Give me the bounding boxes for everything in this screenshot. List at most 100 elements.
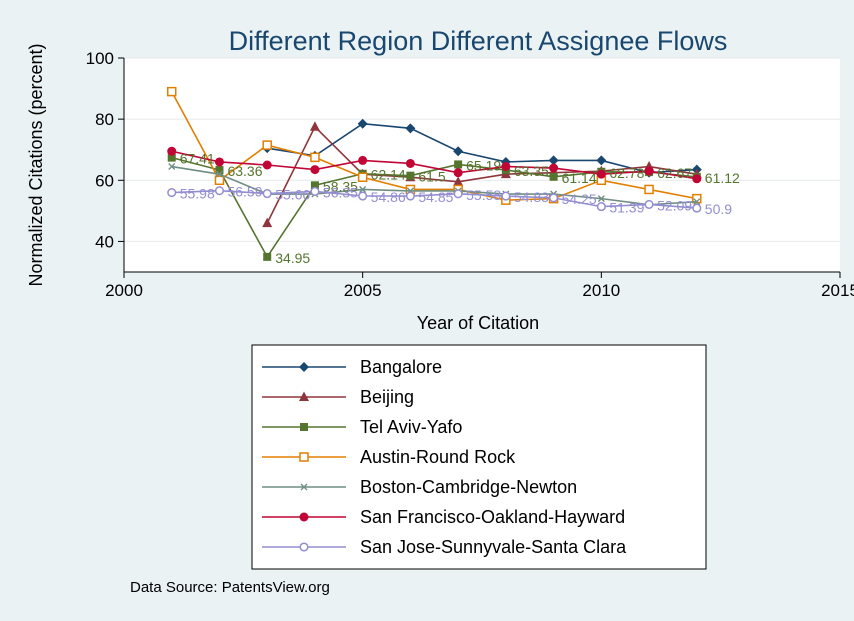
data-point (359, 185, 367, 193)
data-label: 67.41 (180, 151, 215, 167)
data-label: 56.35 (323, 184, 358, 200)
legend-item: Bangalore (262, 357, 442, 377)
data-point (693, 198, 701, 206)
data-point (501, 191, 511, 201)
legend-label: Boston-Cambridge-Newton (360, 477, 577, 497)
y-tick-label: 100 (86, 49, 114, 68)
data-point (692, 203, 702, 213)
data-point (405, 123, 416, 134)
data-point (549, 172, 558, 181)
series-line (171, 150, 697, 180)
data-point (262, 189, 272, 199)
grid-lines (124, 57, 840, 242)
data-label: 50.9 (705, 201, 732, 217)
plot-area (124, 58, 840, 272)
y-axis-ticks: 40 60 80 100 (86, 49, 124, 251)
legend-swatch-marker (299, 391, 309, 401)
series-line (171, 189, 697, 209)
data-point (263, 252, 272, 261)
chart-title: Different Region Different Assignee Flow… (229, 26, 728, 56)
data-point (501, 162, 511, 172)
legend-item: Austin-Round Rock (262, 447, 516, 467)
data-label: 55.66 (275, 187, 310, 203)
legend-label: Bangalore (360, 357, 442, 377)
data-point (310, 165, 320, 175)
y-tick-label: 60 (95, 171, 114, 190)
data-point (406, 171, 415, 180)
data-point (309, 121, 320, 131)
y-axis-label: Normalized Citations (percent) (26, 43, 46, 286)
legend-label: Tel Aviv-Yafo (360, 417, 462, 437)
data-point (549, 193, 559, 203)
data-point (167, 188, 177, 198)
data-label: 63.35 (514, 163, 549, 179)
legend-item: Boston-Cambridge-Newton (262, 477, 577, 497)
data-label: 62.14 (371, 167, 406, 183)
data-point (644, 184, 654, 195)
data-label: 65.19 (466, 157, 501, 173)
data-label: 62.67 (657, 165, 692, 181)
data-point (214, 175, 225, 186)
data-point (310, 181, 319, 190)
series-san-jose-sunnyvale-santa-clara (167, 186, 702, 213)
data-point (453, 146, 464, 157)
x-axis-label: Year of Citation (417, 313, 539, 333)
data-point (262, 160, 272, 170)
x-tick-label: 2015 (821, 281, 854, 300)
data-point (358, 191, 368, 201)
legend: Bangalore Beijing Tel Aviv-Yafo Austin-Roun… (262, 357, 627, 557)
data-label: 52.09 (657, 197, 692, 213)
data-point (453, 168, 463, 178)
data-point (168, 163, 176, 171)
legend-swatch-marker (299, 362, 309, 372)
data-label: 55.58 (466, 187, 501, 203)
data-labels: 67.41 63.36 34.95 58.35 62.14 61.5 65.19 63.35 6… (180, 151, 740, 266)
data-point (405, 158, 415, 168)
series-bangalore (262, 118, 702, 178)
legend-label: Austin-Round Rock (360, 447, 516, 467)
data-point (310, 152, 320, 163)
legend-item: Tel Aviv-Yafo (262, 417, 462, 437)
data-point (214, 186, 225, 196)
data-point (644, 199, 654, 210)
legend-item: San Jose-Sunnyvale-Santa Clara (262, 537, 627, 557)
x-axis-ticks: 2000 2005 2010 2015 (105, 272, 854, 300)
series-line (266, 125, 697, 224)
data-label: 61.12 (705, 170, 740, 186)
data-label: 54.85 (418, 189, 453, 205)
data-point (453, 176, 464, 186)
data-point (357, 118, 368, 129)
series-line (267, 122, 697, 174)
data-point (215, 166, 224, 175)
legend-label: San Jose-Sunnyvale-Santa Clara (360, 537, 627, 557)
data-point (358, 155, 368, 165)
data-point (596, 169, 606, 179)
series-layer (166, 86, 702, 261)
y-tick-label: 40 (95, 232, 114, 251)
data-label: 61.5 (418, 169, 445, 185)
data-point (596, 202, 606, 212)
data-point (262, 217, 273, 228)
legend-swatch-marker (299, 542, 309, 552)
x-tick-label: 2010 (582, 281, 620, 300)
legend-item: San Francisco-Oakland-Hayward (262, 507, 625, 527)
data-point (405, 191, 415, 201)
legend-label: Beijing (360, 387, 414, 407)
data-point (596, 155, 607, 166)
data-point (167, 153, 176, 162)
legend-swatch-marker (299, 452, 309, 462)
series-san-francisco-oakland-hayward (167, 146, 702, 184)
data-point (166, 86, 177, 97)
data-point (453, 189, 463, 199)
data-label: 51.39 (609, 200, 644, 216)
data-label: 56.59 (227, 184, 262, 200)
series-line (171, 91, 697, 201)
source-note: Data Source: PatentsView.org (130, 579, 330, 596)
data-label: 55.98 (180, 186, 215, 202)
data-point (548, 155, 559, 166)
data-point (167, 146, 177, 156)
x-tick-label: 2005 (344, 281, 382, 300)
data-label: 54.83 (514, 189, 549, 205)
data-point (215, 170, 223, 178)
